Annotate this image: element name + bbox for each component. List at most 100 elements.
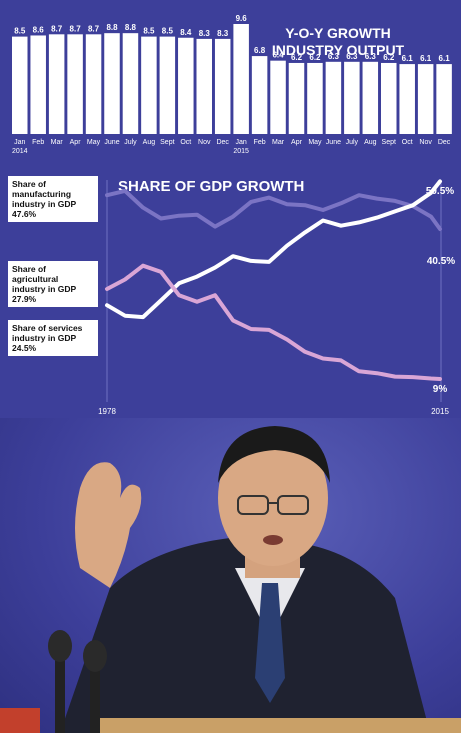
bar-tick-label-14: Mar	[272, 139, 285, 146]
legend-services-line2: industry in GDP	[12, 333, 77, 343]
microphone-left-head	[48, 630, 72, 662]
bar-tick-label-16: May	[308, 139, 322, 146]
bar-tick-label-19: Aug	[364, 139, 377, 146]
bar-5	[104, 33, 120, 134]
bar-tick-label-12: Jan	[236, 139, 247, 146]
agriculture-end-label: 9%	[433, 384, 448, 395]
bar-tick-label-17: June	[326, 139, 341, 146]
legend-services-value: 24.5%	[12, 343, 37, 353]
bar-3	[67, 34, 83, 134]
bar-year-label-0: 2014	[12, 148, 28, 155]
mouth-shape	[263, 535, 283, 545]
bar-10	[196, 38, 212, 135]
press-conference-photo	[0, 418, 461, 733]
bar-tick-label-10: Nov	[198, 139, 211, 146]
line-chart	[105, 179, 442, 381]
bar-tick-label-11: Dec	[216, 139, 229, 146]
bar-tick-label-9: Oct	[180, 139, 191, 146]
legend-manufacturing-line3: industry in GDP	[12, 199, 77, 209]
bar-value-label-9: 8.4	[180, 28, 192, 37]
bar-value-label-6: 8.8	[125, 23, 137, 32]
bar-12	[233, 24, 249, 134]
bar-21	[399, 64, 415, 134]
bar-17	[325, 61, 342, 134]
speaker-illustration	[0, 426, 461, 733]
bar-value-label-16: 6.2	[309, 53, 321, 62]
glasses-left-lens	[237, 495, 269, 515]
bar-chart-title-line1: Y-O-Y GROWTH	[285, 25, 391, 41]
bar-16	[307, 62, 323, 135]
bar-6	[122, 33, 139, 134]
legend-services-line1: Share of services	[12, 323, 83, 333]
bar-tick-label-4: May	[87, 139, 101, 146]
bar-2	[48, 34, 65, 134]
bar-value-label-7: 8.5	[143, 27, 155, 36]
series-line-services	[105, 179, 442, 320]
x-tick-start: 1978	[98, 407, 116, 416]
bar-value-label-21: 6.1	[402, 54, 414, 63]
bar-value-label-0: 8.5	[14, 27, 26, 36]
bar-value-label-23: 6.1	[439, 54, 451, 63]
bar-value-label-10: 8.3	[199, 29, 211, 38]
bar-value-label-13: 6.8	[254, 46, 266, 55]
bar-chart-title-line2: INDUSTRY OUTPUT	[272, 42, 405, 58]
glasses-right-lens	[277, 495, 309, 515]
bar-19	[362, 61, 379, 134]
series-line-agriculture	[105, 263, 442, 381]
suit-shape	[60, 538, 430, 733]
bar-tick-label-8: Sept	[160, 139, 174, 146]
services-end-label: 50.5%	[426, 186, 454, 197]
bar-tick-label-1: Feb	[32, 139, 44, 146]
bar-value-label-8: 8.5	[162, 27, 174, 36]
bar-tick-label-21: Oct	[402, 139, 413, 146]
bar-tick-label-5: June	[104, 139, 119, 146]
bar-15	[288, 62, 305, 135]
legend-agriculture-line3: industry in GDP	[12, 284, 77, 294]
line-chart-title: SHARE OF GDP GROWTH	[118, 178, 304, 195]
bar-tick-label-0: Jan	[14, 139, 25, 146]
x-tick-end: 2015	[431, 407, 449, 416]
bar-value-label-19: 6.3	[365, 52, 377, 61]
bar-value-label-12: 9.6	[236, 14, 248, 23]
bar-1	[30, 35, 46, 135]
bar-tick-label-15: Apr	[291, 139, 303, 146]
bar-23	[436, 64, 452, 134]
bar-value-label-14: 6.4	[272, 51, 284, 60]
bar-value-label-22: 6.1	[420, 54, 432, 63]
bar-11	[214, 38, 231, 135]
bar-tick-label-3: Apr	[70, 139, 82, 146]
bar-value-label-3: 8.7	[70, 24, 82, 33]
bar-value-label-20: 6.2	[383, 53, 395, 62]
bar-chart: 8.5 Jan 2014 8.6 Feb 8.7 Mar 8.7 Apr 8.7 May 8.8 Jun…	[12, 14, 452, 155]
bar-value-label-18: 6.3	[346, 52, 358, 61]
bar-20	[381, 62, 397, 135]
legend-agriculture-value: 27.9%	[12, 294, 37, 304]
raised-hand-shape	[75, 462, 142, 588]
bar-8	[159, 36, 176, 134]
legend-manufacturing-value: 47.6%	[12, 209, 37, 219]
legend-agriculture: Share of agricultural industry in GDP 27…	[8, 261, 98, 307]
bar-14	[270, 60, 286, 134]
bar-22	[417, 64, 434, 134]
bar-year-label-12: 2015	[233, 148, 249, 155]
desk-shape	[100, 718, 461, 733]
bar-value-label-11: 8.3	[217, 29, 229, 38]
head-shape	[218, 430, 328, 566]
bar-value-label-2: 8.7	[51, 24, 63, 33]
bar-tick-label-20: Sept	[382, 139, 396, 146]
tie-shape	[255, 583, 285, 703]
bar-18	[344, 61, 360, 134]
bar-tick-label-23: Dec	[438, 139, 451, 146]
bar-value-label-15: 6.2	[291, 53, 303, 62]
legend-manufacturing-line1: Share of	[12, 179, 47, 189]
legend-manufacturing-line2: manufacturing	[12, 189, 72, 199]
bar-tick-label-6: July	[124, 139, 137, 146]
microphone-right-head	[83, 640, 107, 672]
legend-agriculture-line2: agricultural	[12, 274, 59, 284]
legend-manufacturing: Share of manufacturing industry in GDP 4…	[8, 176, 98, 222]
bar-tick-label-2: Mar	[51, 139, 64, 146]
manufacturing-end-label: 40.5%	[427, 256, 455, 267]
bar-7	[141, 36, 157, 134]
legend-agriculture-line1: Share of	[12, 264, 47, 274]
hair-shape	[218, 426, 330, 483]
